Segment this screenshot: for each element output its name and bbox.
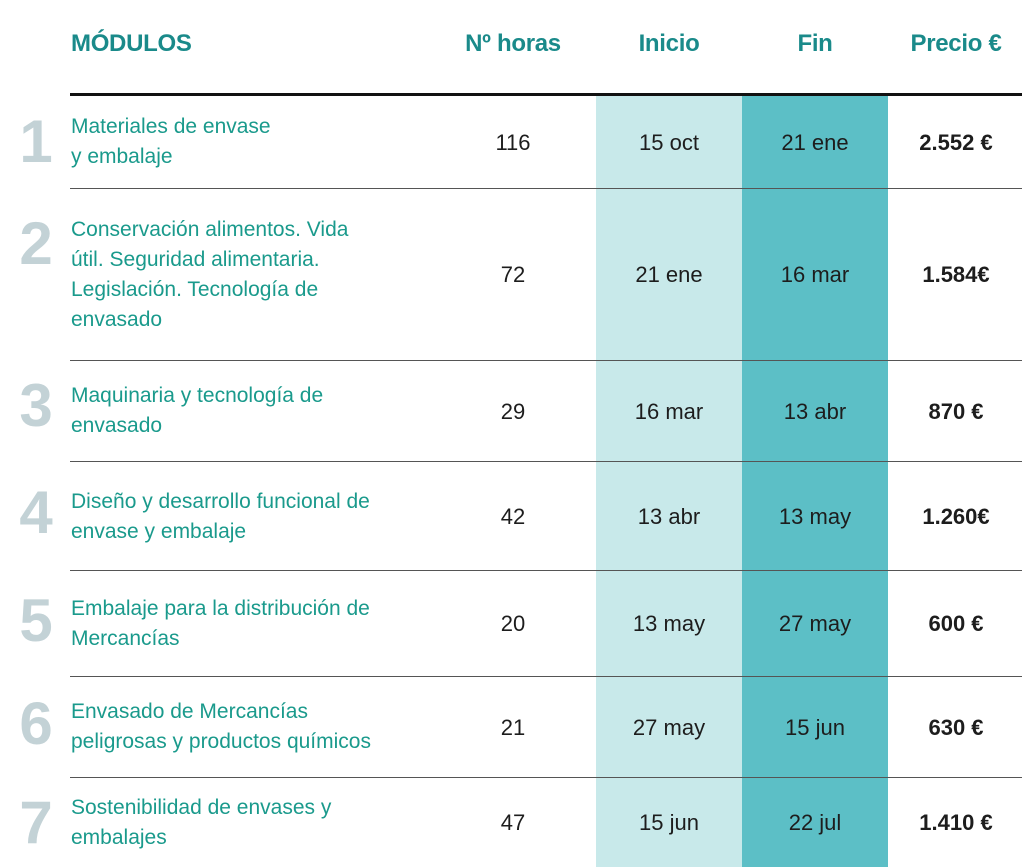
end-cell: 13 abr <box>783 398 847 424</box>
hours-cell: 47 <box>500 809 526 835</box>
module-number: 2 <box>19 210 53 277</box>
table-row: 2 Conservación alimentos. Vida útil. Seg… <box>0 189 1024 361</box>
module-name: Embalaje para la distribución de Mercanc… <box>71 597 370 650</box>
start-cell: 21 ene <box>635 262 703 287</box>
row-divider <box>70 676 1022 677</box>
module-name: Diseño y desarrollo funcional de envase … <box>71 490 370 543</box>
table-row: 7 Sostenibilidad de envases y embalajes … <box>0 778 1024 867</box>
start-column-band <box>596 96 742 867</box>
start-cell: 15 oct <box>639 129 699 155</box>
header-start: Inicio <box>638 30 700 57</box>
start-cell: 27 may <box>632 714 706 740</box>
row-divider <box>70 360 1022 361</box>
header-price: Precio € <box>910 30 1002 57</box>
table-row: 6 Envasado de Mercancías peligrosas y pr… <box>0 677 1024 778</box>
module-name: Conservación alimentos. Vida útil. Segur… <box>71 218 349 331</box>
price-cell: 630 € <box>928 714 984 740</box>
end-cell: 27 may <box>778 611 852 636</box>
hours-cell: 21 <box>500 714 526 740</box>
module-number: 1 <box>19 108 53 175</box>
module-number: 4 <box>19 479 53 546</box>
hours-cell: 72 <box>500 262 526 287</box>
price-cell: 870 € <box>928 398 984 424</box>
module-name: Envasado de Mercancías peligrosas y prod… <box>71 700 371 753</box>
end-cell: 15 jun <box>785 714 845 740</box>
end-cell: 22 jul <box>788 809 842 835</box>
price-cell: 600 € <box>928 611 984 636</box>
module-name: Materiales de envase y embalaje <box>71 115 271 168</box>
module-number: 6 <box>19 690 53 757</box>
module-name: Sostenibilidad de envases y embalajes <box>71 796 332 849</box>
hours-cell: 20 <box>500 611 526 636</box>
price-cell: 1.260€ <box>922 503 990 529</box>
header-hours: Nº horas <box>465 30 561 57</box>
start-cell: 16 mar <box>634 398 704 424</box>
table-row: 4 Diseño y desarrollo funcional de envas… <box>0 462 1024 571</box>
hours-cell: 29 <box>500 398 526 424</box>
header-rule <box>70 93 1022 96</box>
price-cell: 1.410 € <box>919 809 993 835</box>
end-cell: 21 ene <box>781 129 849 155</box>
table-row: 1 Materiales de envase y embalaje 116 15… <box>0 96 1024 189</box>
end-cell: 13 may <box>778 503 852 529</box>
hours-cell: 42 <box>500 503 526 529</box>
table-header: MÓDULOS Nº horas Inicio Fin Precio € <box>0 0 1024 95</box>
table-row: 5 Embalaje para la distribución de Merca… <box>0 571 1024 677</box>
price-cell: 1.584€ <box>922 262 990 287</box>
end-cell: 16 mar <box>780 262 850 287</box>
header-end: Fin <box>797 30 833 57</box>
header-modules: MÓDULOS <box>71 30 192 57</box>
row-divider <box>70 777 1022 778</box>
module-name: Maquinaria y tecnología de envasado <box>71 384 324 437</box>
module-number: 5 <box>19 587 53 654</box>
table-row: 3 Maquinaria y tecnología de envasado 29… <box>0 361 1024 462</box>
end-column-band <box>742 96 888 867</box>
start-cell: 13 may <box>632 611 706 636</box>
start-cell: 13 abr <box>637 503 701 529</box>
row-divider <box>70 461 1022 462</box>
start-cell: 15 jun <box>639 809 699 835</box>
module-number: 3 <box>19 372 53 439</box>
row-divider <box>70 570 1022 571</box>
price-cell: 2.552 € <box>919 129 993 155</box>
hours-cell: 116 <box>495 129 531 155</box>
module-number: 7 <box>19 789 53 856</box>
row-divider <box>70 188 1022 189</box>
